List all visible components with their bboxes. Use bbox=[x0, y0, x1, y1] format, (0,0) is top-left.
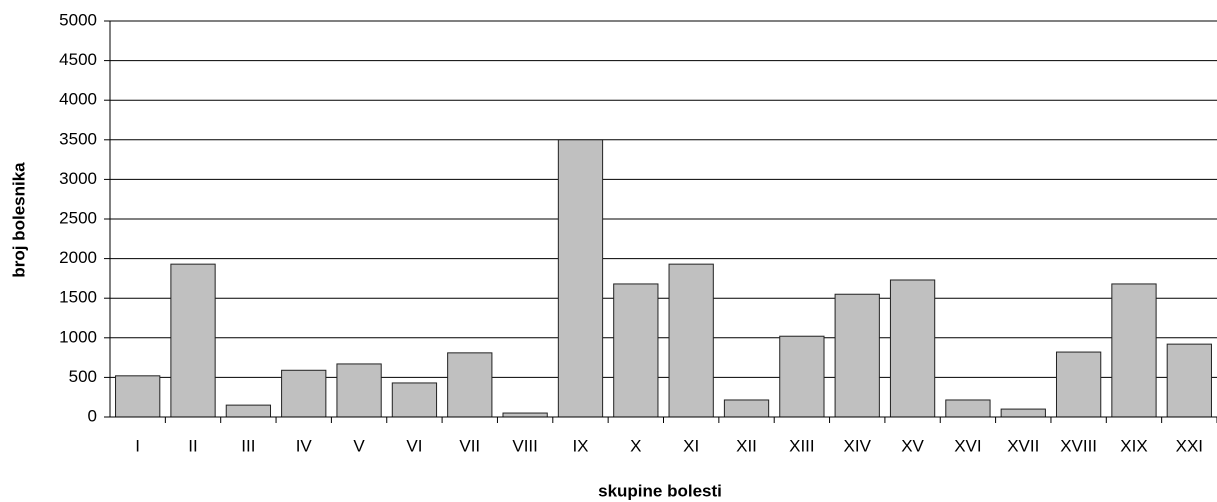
bar bbox=[1000, 408, 1046, 418]
bar bbox=[336, 363, 382, 418]
bar bbox=[391, 382, 438, 418]
bar bbox=[557, 139, 604, 418]
x-tick-label: XV bbox=[901, 436, 924, 455]
x-tick-label: VI bbox=[406, 436, 422, 455]
y-tick-label: 3000 bbox=[59, 169, 97, 188]
x-tick-label: VIII bbox=[512, 436, 538, 455]
bar bbox=[613, 283, 659, 418]
x-tick-label: V bbox=[353, 436, 365, 455]
bar bbox=[170, 263, 216, 418]
y-tick-label: 1000 bbox=[59, 327, 97, 346]
x-tick-label: XVIII bbox=[1060, 436, 1097, 455]
bar bbox=[779, 335, 825, 418]
y-tick-label: 3500 bbox=[59, 129, 97, 148]
bar bbox=[834, 293, 880, 418]
bar bbox=[1055, 351, 1102, 418]
bar bbox=[281, 369, 327, 418]
bar bbox=[502, 412, 548, 418]
x-tick-label: III bbox=[241, 436, 255, 455]
y-tick-label: 500 bbox=[69, 367, 97, 386]
x-tick-label: XVI bbox=[954, 436, 981, 455]
y-tick-label: 4000 bbox=[59, 90, 97, 109]
bar bbox=[225, 404, 272, 418]
y-tick-label: 2500 bbox=[59, 208, 97, 227]
bar bbox=[668, 263, 714, 418]
bar bbox=[115, 375, 161, 418]
bar bbox=[723, 399, 770, 418]
y-tick-label: 1500 bbox=[59, 288, 97, 307]
x-tick-label: XVII bbox=[1007, 436, 1039, 455]
bar bbox=[1111, 283, 1157, 418]
bar bbox=[889, 279, 936, 418]
bar bbox=[945, 399, 991, 418]
bar bbox=[447, 352, 493, 418]
x-tick-label: XIII bbox=[789, 436, 815, 455]
y-tick-label: 5000 bbox=[59, 10, 97, 29]
x-tick-label: IV bbox=[296, 436, 313, 455]
y-axis-title: broj bolesnika bbox=[9, 162, 28, 278]
x-tick-label: II bbox=[188, 436, 197, 455]
y-tick-label: 2000 bbox=[59, 248, 97, 267]
x-tick-label: XXI bbox=[1176, 436, 1203, 455]
x-tick-label: IX bbox=[572, 436, 588, 455]
x-tick-label: XII bbox=[736, 436, 757, 455]
x-tick-label: I bbox=[135, 436, 140, 455]
y-tick-label: 0 bbox=[88, 406, 97, 425]
x-tick-label: XIX bbox=[1120, 436, 1147, 455]
x-tick-label: XI bbox=[683, 436, 699, 455]
x-tick-label: X bbox=[630, 436, 641, 455]
y-tick-label: 4500 bbox=[59, 50, 97, 69]
bar bbox=[1166, 343, 1212, 418]
x-tick-label: XIV bbox=[844, 436, 872, 455]
x-tick-label: VII bbox=[459, 436, 480, 455]
x-axis-title: skupine bolesti bbox=[598, 481, 722, 500]
